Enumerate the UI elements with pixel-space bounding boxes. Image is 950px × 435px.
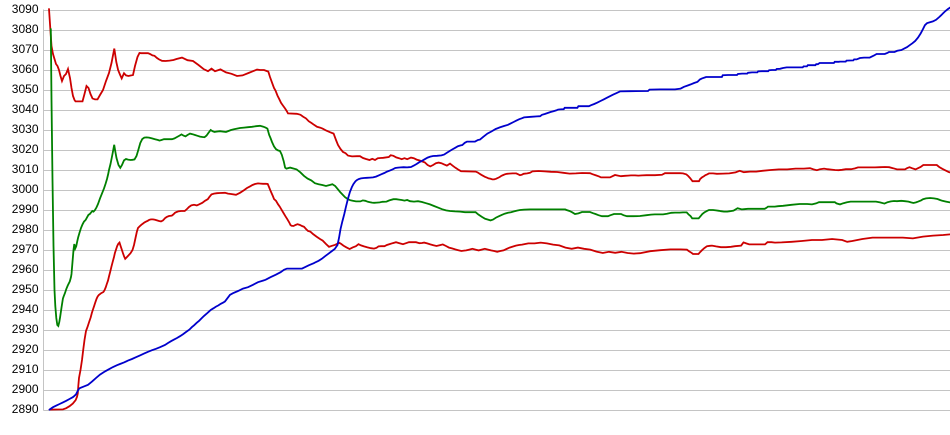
svg-text:2990: 2990 — [12, 202, 39, 216]
svg-text:3070: 3070 — [12, 42, 39, 56]
svg-text:3080: 3080 — [12, 22, 39, 36]
svg-text:3040: 3040 — [12, 102, 39, 116]
svg-text:3090: 3090 — [12, 2, 39, 16]
svg-text:3010: 3010 — [12, 162, 39, 176]
svg-text:2900: 2900 — [12, 382, 39, 396]
svg-text:2960: 2960 — [12, 262, 39, 276]
svg-text:2940: 2940 — [12, 302, 39, 316]
svg-text:2970: 2970 — [12, 242, 39, 256]
svg-text:3050: 3050 — [12, 82, 39, 96]
svg-text:3020: 3020 — [12, 142, 39, 156]
svg-text:3000: 3000 — [12, 182, 39, 196]
svg-text:3060: 3060 — [12, 62, 39, 76]
svg-text:2890: 2890 — [12, 402, 39, 416]
svg-text:2920: 2920 — [12, 342, 39, 356]
svg-text:2980: 2980 — [12, 222, 39, 236]
svg-text:2950: 2950 — [12, 282, 39, 296]
svg-text:3030: 3030 — [12, 122, 39, 136]
svg-text:2930: 2930 — [12, 322, 39, 336]
svg-text:2910: 2910 — [12, 362, 39, 376]
